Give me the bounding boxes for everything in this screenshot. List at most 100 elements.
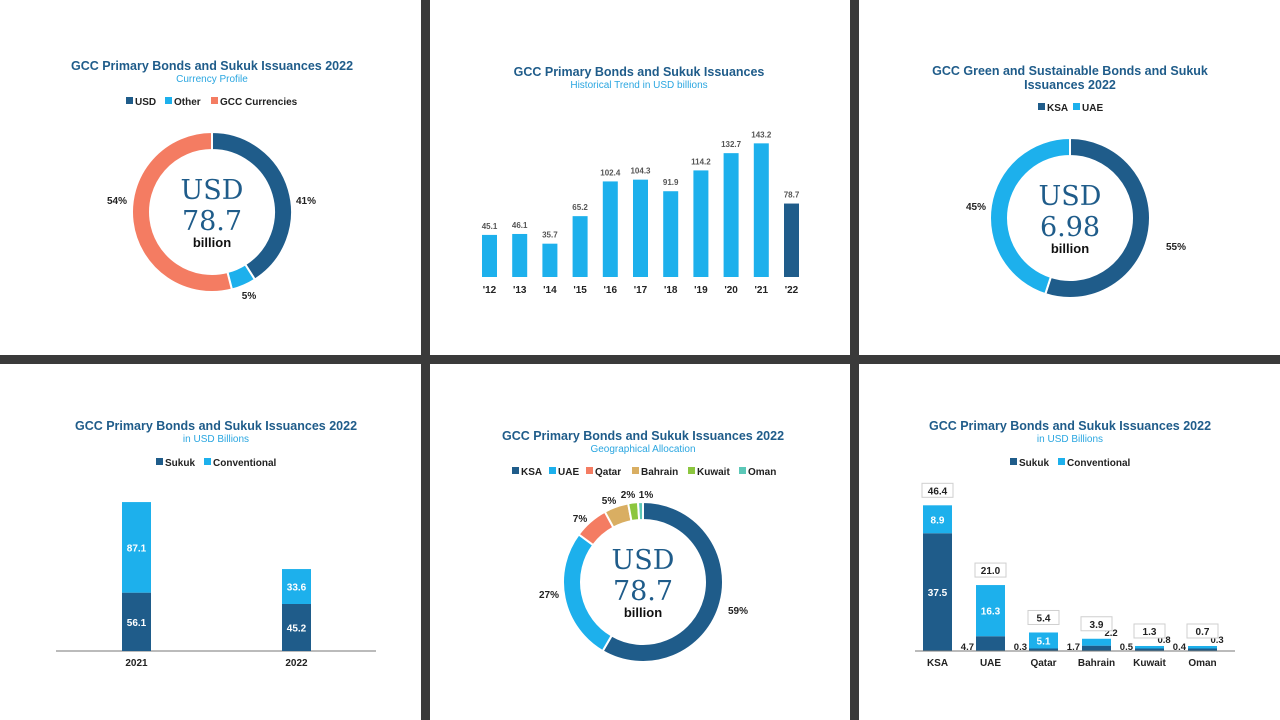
- bar-sukuk: [282, 603, 311, 651]
- bar-value-label: 132.7: [721, 140, 742, 149]
- bar-group: 45.1 '12 46.1 '13 35.7 '14 65.2 '15 102.4 '16 104.…: [482, 130, 800, 296]
- legend-label: KSA: [521, 467, 542, 478]
- bar-value-label: 102.4: [600, 168, 621, 177]
- slice-label-oman: 1%: [639, 490, 654, 501]
- legend-swatch-other: [165, 97, 172, 104]
- bar-value-label: 91.9: [663, 178, 679, 187]
- x-tick-label: 2021: [125, 658, 148, 669]
- slice-label-usd: 41%: [296, 196, 316, 207]
- chart-green-donut: GCC Green and Sustainable Bonds and Suku…: [932, 64, 1208, 299]
- legend-swatch-kuwait: [688, 467, 695, 474]
- bar-value-label: 45.2: [287, 623, 307, 634]
- chart-stacked-years: GCC Primary Bonds and Sukuk Issuances 20…: [56, 419, 376, 669]
- bar-sukuk: [1135, 648, 1164, 651]
- bar-conventional: [1082, 638, 1111, 646]
- panel-green-sustainable: GCC Green and Sustainable Bonds and Suku…: [859, 0, 1280, 355]
- chart-subtitle: in USD Billions: [183, 434, 249, 445]
- bar-value-label-conventional: 0.3: [1211, 635, 1224, 646]
- chart-subtitle: Geographical Allocation: [590, 444, 695, 455]
- chart-title-line2: Issuances 2022: [1024, 78, 1116, 92]
- legend-label: Other: [174, 97, 201, 108]
- center-unit: billion: [1051, 241, 1089, 256]
- x-tick-label: KSA: [927, 658, 948, 669]
- slice-ksa: [1044, 136, 1151, 299]
- legend-swatch-conventional: [204, 458, 211, 465]
- legend-swatch-uae: [549, 467, 556, 474]
- bar-value-label-conventional: 5.1: [1037, 636, 1051, 647]
- total-box: [1133, 623, 1166, 639]
- bar-value-label-sukuk: 37.5: [928, 588, 948, 599]
- legend-swatch-gcc: [211, 97, 218, 104]
- bar-value-label-conventional: 2.2: [1105, 628, 1118, 639]
- bar: [753, 143, 769, 277]
- legend-label: KSA: [1047, 103, 1068, 114]
- total-box: [921, 482, 954, 498]
- panel-geographical-allocation: GCC Primary Bonds and Sukuk Issuances 20…: [430, 364, 850, 720]
- center-unit: billion: [193, 235, 231, 250]
- slice-gcc-currencies: [131, 130, 234, 293]
- slice-label-kuwait: 2%: [621, 490, 636, 501]
- x-tick-label: Kuwait: [1133, 658, 1166, 669]
- chart-stacked-countries: GCC Primary Bonds and Sukuk Issuances 20…: [915, 419, 1235, 669]
- x-tick-label: Bahrain: [1078, 658, 1115, 669]
- slice-uae: [562, 532, 614, 653]
- chart-geo-donut: GCC Primary Bonds and Sukuk Issuances 20…: [502, 429, 784, 663]
- legend-label: Oman: [748, 467, 776, 478]
- chart-subtitle: Historical Trend in USD billions: [570, 80, 707, 91]
- x-tick-label: '20: [724, 285, 738, 296]
- bar-total-label: 0.7: [1196, 627, 1210, 638]
- bar: [512, 233, 528, 277]
- bar-value-label-sukuk: 4.7: [961, 642, 974, 653]
- bar-total-label: 46.4: [928, 486, 948, 497]
- bar-conventional: [282, 569, 311, 604]
- bar-total-label: 21.0: [981, 566, 1001, 577]
- bar-total-label: 1.3: [1143, 627, 1157, 638]
- bar-value-label: 45.1: [482, 222, 498, 231]
- x-tick-label: '12: [483, 285, 497, 296]
- slice-label-uae: 45%: [966, 202, 986, 213]
- bar-value-label: 46.1: [512, 221, 528, 230]
- x-tick-label: '19: [694, 285, 708, 296]
- chart-title: GCC Green and Sustainable Bonds and Suku…: [932, 64, 1208, 78]
- legend-label: USD: [135, 97, 156, 108]
- legend-label: Bahrain: [641, 467, 678, 478]
- legend-swatch-ksa: [1038, 103, 1045, 110]
- legend-swatch-bahrain: [632, 467, 639, 474]
- legend-swatch-oman: [739, 467, 746, 474]
- bar-value-label: 35.7: [542, 231, 558, 240]
- legend-swatch-sukuk: [1010, 458, 1017, 465]
- bar-value-label-sukuk: 0.4: [1173, 642, 1187, 653]
- legend-label: Sukuk: [165, 458, 195, 469]
- panel-currency-profile: GCC Primary Bonds and Sukuk Issuances 20…: [0, 0, 421, 355]
- chart-title: GCC Primary Bonds and Sukuk Issuances: [514, 65, 765, 79]
- bar-conventional: [1188, 646, 1217, 649]
- center-currency: USD: [612, 545, 675, 576]
- bar-value-label-conventional: 0.8: [1158, 635, 1171, 646]
- center-currency: USD: [1039, 181, 1102, 212]
- bar-group: 56.1 87.1 2021 45.2 33.6 2022: [56, 502, 376, 669]
- donut-slices: [989, 136, 1151, 299]
- bar-value-label: 33.6: [287, 583, 307, 594]
- center-currency: USD: [181, 175, 244, 206]
- legend-swatch-qatar: [586, 467, 593, 474]
- x-tick-label: '13: [513, 285, 527, 296]
- x-tick-label: '16: [604, 285, 618, 296]
- bar: [482, 234, 497, 277]
- x-tick-label: '15: [573, 285, 587, 296]
- x-tick-label: Qatar: [1030, 658, 1056, 669]
- bar-conventional: [976, 585, 1005, 637]
- legend: KSA UAE: [1038, 103, 1103, 114]
- legend-label: GCC Currencies: [220, 97, 298, 108]
- legend-label: Conventional: [1067, 458, 1131, 469]
- chart-title: GCC Primary Bonds and Sukuk Issuances 20…: [75, 419, 357, 433]
- bar-sukuk: [122, 592, 151, 651]
- bar-value-label: 114.2: [691, 157, 711, 166]
- panel-sukuk-conventional-countries: GCC Primary Bonds and Sukuk Issuances 20…: [859, 364, 1280, 720]
- slice-oman: [636, 500, 644, 522]
- legend-label: Qatar: [595, 467, 621, 478]
- x-tick-label: '18: [664, 285, 678, 296]
- bar: [693, 170, 709, 277]
- x-tick-label: '14: [543, 285, 557, 296]
- bar-sukuk: [923, 533, 952, 651]
- bar: [572, 216, 588, 277]
